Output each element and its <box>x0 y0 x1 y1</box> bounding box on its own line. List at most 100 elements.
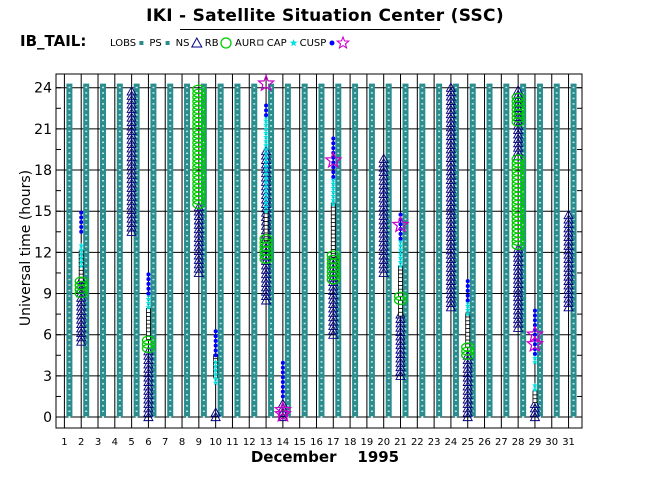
lobs-marker <box>572 114 575 116</box>
lobs-marker <box>118 405 121 407</box>
lobs-marker <box>438 212 441 215</box>
lobs-marker <box>454 372 457 374</box>
lobs-marker <box>354 344 357 347</box>
x-tick-label: 22 <box>411 437 424 448</box>
lobs-marker <box>286 405 289 407</box>
lobs-marker <box>454 196 457 198</box>
lobs-marker <box>286 97 289 100</box>
cap-marker <box>263 125 269 132</box>
lobs-marker <box>270 262 273 264</box>
lobs-marker <box>555 201 558 204</box>
lobs-marker <box>354 361 357 363</box>
lobs-marker <box>454 344 457 347</box>
lobs-marker <box>354 295 357 297</box>
legend-text-cap: CAP <box>267 38 287 49</box>
lobs-marker <box>303 86 306 89</box>
lobs-marker <box>438 355 441 358</box>
lobs-marker <box>454 103 457 105</box>
lobs-marker <box>320 284 323 286</box>
y-axis-label: Universal time (hours) <box>18 170 34 326</box>
lobs-marker <box>253 361 256 363</box>
lobs-marker <box>236 234 239 237</box>
lobs-marker <box>169 86 172 89</box>
lobs-marker <box>522 383 525 385</box>
lobs-marker <box>488 410 491 413</box>
x-tick-label: 17 <box>327 437 340 448</box>
lobs-marker <box>421 355 424 358</box>
lobs-marker <box>118 114 121 116</box>
cusp-marker <box>331 165 336 170</box>
lobs-marker <box>421 333 424 336</box>
lobs-marker <box>85 207 88 209</box>
lobs-marker <box>68 218 71 220</box>
lobs-bar-18 <box>352 83 359 418</box>
lobs-marker <box>488 141 491 144</box>
lobs-marker <box>202 322 205 325</box>
rb-marker <box>74 276 88 286</box>
lobs-marker <box>186 174 189 177</box>
lobs-marker <box>68 322 71 325</box>
lobs-marker <box>471 383 474 385</box>
lobs-marker <box>454 322 457 325</box>
x-tick-label: 3 <box>95 437 101 448</box>
lobs-marker <box>253 92 256 94</box>
lobs-marker <box>169 339 172 341</box>
lobs-marker <box>253 273 256 275</box>
aur-marker <box>398 277 403 282</box>
lobs-marker <box>135 180 138 182</box>
lobs-marker <box>236 223 239 226</box>
lobs-marker <box>572 141 575 144</box>
x-tick-label: 31 <box>562 437 575 448</box>
lobs-marker <box>320 201 323 204</box>
x-tick-label: 9 <box>196 437 202 448</box>
lobs-marker <box>438 251 441 253</box>
lobs-marker <box>421 410 424 413</box>
lobs-marker <box>337 311 340 314</box>
lobs-marker <box>270 92 273 94</box>
lobs-marker <box>337 333 340 336</box>
lobs-marker <box>68 273 71 275</box>
lobs-marker <box>303 196 306 198</box>
lobs-marker <box>320 405 323 407</box>
cap-marker <box>464 311 471 317</box>
lobs-marker <box>303 163 306 166</box>
cusp-marker <box>532 318 537 323</box>
lobs-marker <box>169 377 172 380</box>
lobs-marker <box>253 410 256 413</box>
lobs-marker <box>337 366 340 369</box>
lobs-marker <box>471 234 474 237</box>
lobs-marker <box>118 416 121 418</box>
lobs-marker <box>538 262 541 264</box>
lobs-marker <box>572 251 575 253</box>
lobs-marker <box>471 136 474 138</box>
lobs-marker <box>522 328 525 330</box>
lobs-marker <box>236 344 239 347</box>
lobs-marker <box>572 289 575 292</box>
lobs-marker <box>522 174 525 177</box>
lobs-marker <box>320 240 323 242</box>
lobs-marker <box>169 410 172 413</box>
lobs-marker <box>236 152 239 155</box>
lobs-marker <box>387 207 390 209</box>
lobs-marker <box>286 295 289 297</box>
lobs-marker <box>169 383 172 385</box>
lobs-marker <box>387 119 390 122</box>
lobs-marker <box>320 262 323 264</box>
lobs-marker <box>320 234 323 237</box>
lobs-marker <box>85 405 88 407</box>
lobs-marker <box>488 218 491 220</box>
lobs-marker <box>488 311 491 314</box>
lobs-marker <box>118 180 121 182</box>
lobs-marker <box>471 119 474 122</box>
lobs-marker <box>488 234 491 237</box>
lobs-marker <box>270 158 273 160</box>
lobs-marker <box>169 311 172 314</box>
lobs-marker <box>219 289 222 292</box>
lobs-marker <box>102 174 105 177</box>
lobs-marker <box>236 267 239 270</box>
legend-icon-star <box>335 35 351 50</box>
lobs-marker <box>538 372 541 374</box>
lobs-marker <box>471 306 474 308</box>
cap-marker <box>212 379 219 386</box>
lobs-marker <box>354 169 357 171</box>
